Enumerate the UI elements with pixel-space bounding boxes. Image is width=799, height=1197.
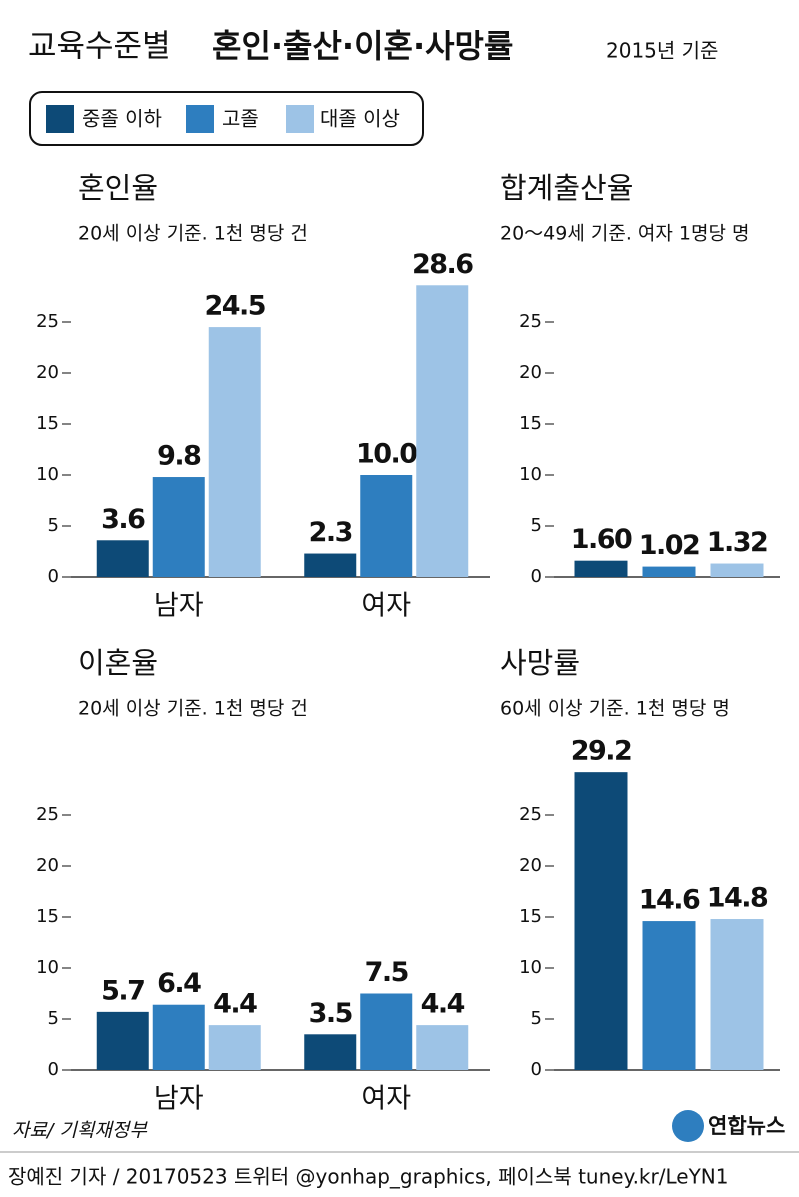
basis: 2015년 기준 [606,39,718,63]
bar [208,327,261,577]
legend-label: 대졸 이상 [320,107,400,131]
y-tick-label: 25 [519,311,542,332]
bar [304,1034,357,1070]
x-tick-label: 남자 [154,591,204,622]
title-bold: 혼인·출산·이혼·사망률 [212,27,513,65]
chart-title: 이혼율 [78,646,158,680]
value-label: 14.8 [707,883,768,914]
bar [360,475,413,577]
y-tick-label: 10 [36,957,59,978]
bar [642,921,696,1070]
legend-label: 고졸 [222,107,259,131]
chart-title: 혼인율 [78,171,158,205]
footer: 장예진 기자 / 20170523 트위터 @yonhap_graphics, … [8,1165,728,1189]
y-tick-label: 5 [531,1008,542,1029]
bar [360,993,413,1070]
y-tick-label: 5 [48,515,59,536]
legend-box [29,91,424,146]
bar [96,1011,149,1070]
bar [416,1025,469,1070]
y-tick-label: 15 [36,413,59,434]
bar [152,1004,205,1070]
y-tick-label: 15 [36,906,59,927]
bar [574,560,628,577]
y-tick-label: 0 [531,566,542,587]
bar [96,540,149,577]
x-tick-label: 여자 [361,591,411,622]
chart-subtitle: 20세 이상 기준. 1천 명당 건 [78,698,308,720]
y-tick-label: 0 [531,1059,542,1080]
y-tick-label: 20 [36,855,59,876]
value-label: 29.2 [571,736,632,767]
value-label: 24.5 [204,291,265,322]
title-light: 교육수준별 [28,29,171,65]
legend-swatch [186,105,214,133]
value-label: 9.8 [157,441,201,472]
chart-subtitle: 20세 이상 기준. 1천 명당 건 [78,223,308,245]
legend-swatch [286,105,314,133]
y-tick-label: 10 [519,957,542,978]
value-label: 5.7 [101,975,144,1006]
y-tick-label: 20 [519,855,542,876]
y-tick-label: 0 [48,566,59,587]
y-tick-label: 5 [531,515,542,536]
value-label: 1.02 [639,530,700,561]
y-tick-label: 0 [48,1059,59,1080]
chart-title: 사망률 [500,646,580,680]
value-label: 14.6 [639,885,700,916]
value-label: 4.4 [213,989,257,1020]
bar [710,919,764,1070]
bar [574,772,628,1070]
y-tick-label: 10 [519,464,542,485]
value-label: 3.6 [101,504,145,535]
value-label: 6.4 [157,968,201,999]
value-label: 2.3 [309,517,352,548]
y-tick-label: 15 [519,906,542,927]
y-tick-label: 25 [36,311,59,332]
y-tick-label: 25 [36,804,59,825]
bar [152,477,205,577]
value-label: 3.5 [309,998,352,1029]
value-label: 4.4 [421,989,465,1020]
chart-title: 합계출산율 [500,171,633,205]
value-label: 10.0 [356,439,417,470]
bar [416,285,469,577]
legend: 중졸 이하 고졸 대졸 이상 [46,105,400,133]
value-label: 1.32 [707,527,768,558]
legend-swatch [46,105,74,133]
value-label: 28.6 [412,249,473,280]
y-tick-label: 10 [36,464,59,485]
logo-icon [672,1110,704,1142]
y-tick-label: 20 [519,362,542,383]
chart-subtitle: 60세 이상 기준. 1천 명당 명 [500,698,730,720]
value-label: 7.5 [365,957,408,988]
x-tick-label: 남자 [154,1084,204,1115]
y-tick-label: 15 [519,413,542,434]
value-label: 1.60 [571,524,632,555]
y-tick-label: 20 [36,362,59,383]
legend-label: 중졸 이하 [82,107,162,131]
bar [642,566,696,577]
y-tick-label: 5 [48,1008,59,1029]
source: 자료/ 기획재정부 [12,1120,148,1142]
chart-subtitle: 20～49세 기준. 여자 1명당 명 [500,223,749,245]
bar [304,553,357,577]
y-tick-label: 25 [519,804,542,825]
x-tick-label: 여자 [361,1084,411,1115]
bar [710,563,764,577]
logo: 연합뉴스 [708,1114,785,1138]
bar [208,1025,261,1070]
